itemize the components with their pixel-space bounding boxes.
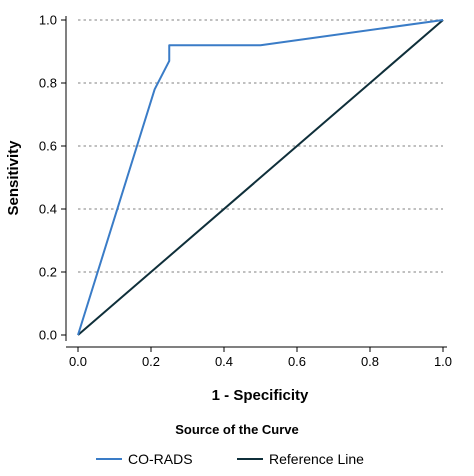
x-tick-labels: 0.0 0.2 0.4 0.6 0.8 1.0 <box>69 354 452 369</box>
x-tick-label: 0.8 <box>361 354 379 369</box>
x-tick-label: 0.0 <box>69 354 87 369</box>
y-tick-label: 0.6 <box>39 139 57 154</box>
y-tick-label: 0.0 <box>39 328 57 343</box>
legend-label-reference-line: Reference Line <box>269 451 364 467</box>
series-line-reference-line <box>77 19 444 336</box>
axes <box>61 16 447 352</box>
x-tick-label: 0.6 <box>288 354 306 369</box>
legend: CO-RADS Reference Line <box>96 451 364 467</box>
legend-label-co-rads: CO-RADS <box>128 451 193 467</box>
y-tick-label: 0.8 <box>39 76 57 91</box>
x-tick-label: 1.0 <box>434 354 452 369</box>
y-tick-label: 0.2 <box>39 265 57 280</box>
y-tick-label: 0.4 <box>39 202 57 217</box>
y-axis-title: Sensitivity <box>5 140 22 216</box>
y-tick-label: 1.0 <box>39 13 57 28</box>
series-line-co-rads <box>77 19 444 336</box>
legend-title: Source of the Curve <box>175 422 299 437</box>
x-axis-title: 1 - Specificity <box>212 387 309 404</box>
y-tick-labels: 0.0 0.2 0.4 0.6 0.8 1.0 <box>39 13 57 343</box>
grid-lines <box>78 19 443 273</box>
x-tick-label: 0.4 <box>215 354 233 369</box>
series-lines <box>77 19 444 336</box>
x-tick-label: 0.2 <box>142 354 160 369</box>
